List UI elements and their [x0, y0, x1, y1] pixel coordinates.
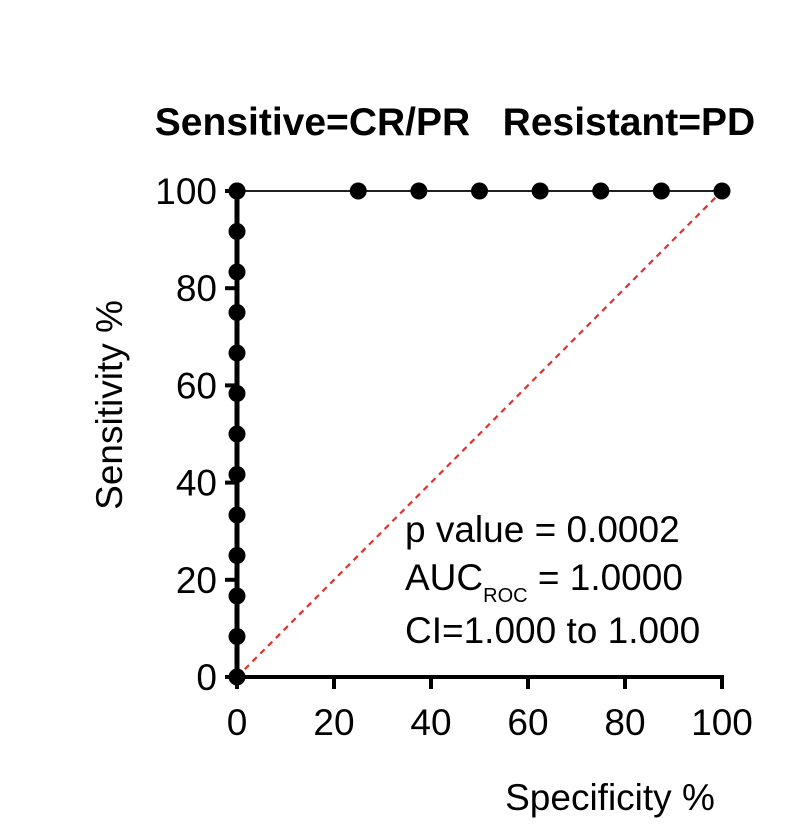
roc-point	[228, 304, 246, 321]
roc-point	[410, 182, 428, 200]
roc-points	[228, 182, 731, 686]
x-axis-label: Specificity %	[505, 777, 715, 818]
y-tick-label: 80	[176, 268, 217, 309]
roc-point	[228, 506, 246, 524]
x-tick-label: 80	[604, 702, 645, 743]
y-ticks: 0 20 40 60 80 100	[155, 171, 237, 698]
roc-point	[228, 547, 246, 564]
roc-point	[228, 587, 246, 605]
x-ticks: 0 20 40 60 80 100	[227, 677, 753, 743]
x-tick-label: 40	[410, 702, 451, 743]
y-tick-label: 20	[176, 560, 217, 601]
y-tick-label: 60	[176, 365, 217, 406]
roc-point	[349, 182, 367, 200]
roc-point	[228, 222, 246, 240]
y-tick-label: 100	[155, 171, 217, 212]
auc-annotation: AUCROC = 1.0000	[405, 557, 683, 607]
auc-value-text: = 1.0000	[528, 557, 683, 598]
x-tick-label: 60	[507, 702, 548, 743]
y-tick-label: 0	[196, 657, 217, 698]
y-tick-label: 40	[176, 463, 217, 504]
auc-subscript-text: ROC	[483, 585, 527, 607]
roc-point	[228, 263, 246, 281]
roc-point	[228, 344, 246, 362]
axes: 0 20 40 60 80 100 0 20 40 60 80 100	[155, 171, 753, 743]
x-tick-label: 100	[691, 702, 753, 743]
roc-point	[652, 182, 670, 200]
y-axis-label: Sensitivity %	[89, 300, 130, 510]
roc-point	[228, 182, 246, 200]
p-value-annotation: p value = 0.0002	[405, 509, 680, 550]
roc-point	[713, 182, 731, 200]
roc-point	[471, 182, 488, 200]
roc-point	[228, 628, 246, 646]
x-tick-label: 0	[227, 702, 248, 743]
ci-annotation: CI=1.000 to 1.000	[405, 610, 700, 651]
reference-diagonal-line	[236, 190, 723, 678]
roc-point	[228, 465, 246, 483]
roc-point	[228, 425, 246, 443]
roc-point	[228, 668, 246, 686]
chart-title: Sensitive=CR/PR Resistant=PD	[155, 101, 755, 144]
roc-point	[228, 385, 246, 403]
x-tick-label: 20	[313, 702, 354, 743]
roc-point	[592, 182, 610, 200]
roc-point	[531, 182, 549, 200]
auc-main-text: AUC	[405, 557, 483, 598]
